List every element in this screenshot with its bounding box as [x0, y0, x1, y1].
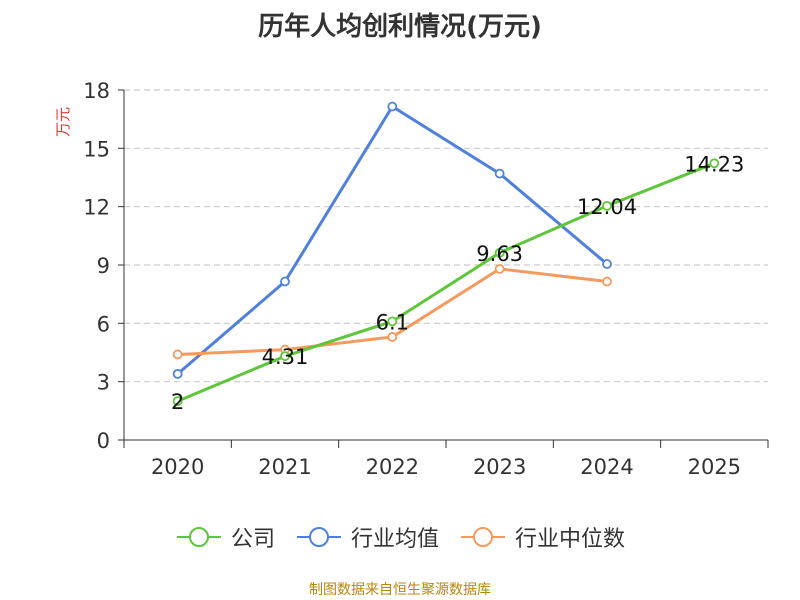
point-industry-median-2022	[387, 332, 398, 342]
series-line-company	[177, 161, 715, 403]
y-tick-label-3: 3	[97, 371, 110, 395]
x-tick-label-2023: 2023	[473, 455, 526, 479]
point-industry-median-2024	[602, 276, 612, 287]
legend-marker-company	[176, 527, 221, 547]
data-label-company-2023: 9.63	[476, 242, 523, 266]
point-company-2022	[387, 316, 398, 327]
x-tick-label-2021: 2021	[258, 455, 311, 479]
x-tick-label-2025: 2025	[688, 455, 741, 479]
y-tick-label-9: 9	[97, 254, 110, 278]
x-tick-label-2020: 2020	[151, 455, 204, 479]
data-label-company-2024: 12.04	[577, 195, 637, 219]
legend-label-industry-median: 行业中位数	[515, 527, 626, 552]
source-note: 制图数据来自恒生聚源数据库	[309, 582, 491, 598]
y-axis-label: 万元	[54, 107, 72, 137]
point-company-2021	[280, 351, 290, 362]
legend-item-industry-average[interactable]: 行业均值	[295, 521, 439, 553]
y-tick-label-18: 18	[83, 79, 110, 103]
legend-item-industry-median[interactable]: 行业中位数	[459, 521, 625, 553]
point-industry-average-2021	[280, 276, 290, 287]
point-industry-average-2024	[602, 259, 612, 269]
data-label-company-2025: 14.23	[684, 152, 744, 176]
point-company-2024	[602, 200, 612, 211]
y-tick-label-6: 6	[97, 312, 110, 336]
point-industry-average-2022	[387, 101, 398, 112]
gridlines	[124, 89, 768, 383]
point-company-2020	[172, 396, 183, 407]
series-lines	[172, 101, 720, 407]
point-company-2023	[494, 247, 505, 258]
legend-label-industry-average: 行业均值	[350, 527, 439, 552]
y-tick-label-15: 15	[83, 137, 110, 161]
x-tick-label-2024: 2024	[580, 455, 633, 479]
point-company-2025	[709, 158, 720, 169]
axes: 0 3 6 9 12 15 18 2020 2021 2022 2023 2024 2025	[83, 79, 769, 479]
point-industry-median-2023	[494, 263, 505, 274]
point-industry-average-2020	[172, 368, 183, 379]
point-industry-median-2020	[172, 349, 183, 360]
y-tick-label-0: 0	[97, 429, 110, 453]
legend: 公司 行业均值 行业中位数	[0, 521, 800, 553]
legend-label-company: 公司	[230, 527, 275, 552]
data-label-company-2022: 6.1	[376, 310, 409, 334]
x-tick-label-2022: 2022	[366, 455, 419, 479]
legend-item-company[interactable]: 公司	[175, 521, 275, 553]
data-labels: 2 4.31 6.1 9.63 12.04 14.23	[171, 152, 744, 414]
data-label-company-2020: 2	[171, 390, 184, 414]
data-label-company-2021: 4.31	[262, 345, 309, 369]
legend-marker-industry-median	[461, 527, 505, 547]
point-industry-average-2023	[494, 168, 505, 179]
legend-marker-industry-average	[296, 527, 341, 547]
chart-title: 历年人均创利情况(万元)	[258, 12, 542, 42]
y-tick-label-12: 12	[83, 196, 110, 220]
